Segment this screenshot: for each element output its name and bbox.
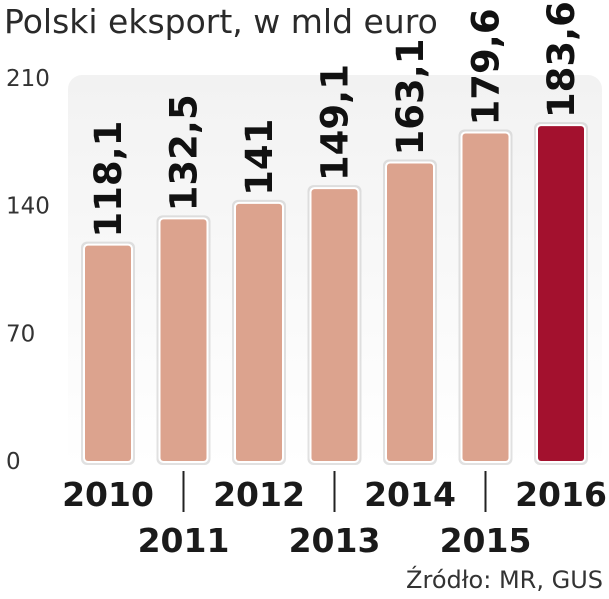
bar-2012	[236, 203, 282, 462]
bar-2011	[160, 219, 207, 461]
bar-2013	[311, 189, 358, 461]
x-tick-label: 2010	[62, 475, 154, 514]
bar-2015	[462, 133, 509, 462]
y-tick-label: 140	[6, 194, 50, 220]
data-label: 183,6	[540, 1, 583, 118]
data-label: 141	[238, 119, 281, 196]
y-axis: 0 70 140 210	[6, 66, 50, 475]
data-label: 132,5	[163, 94, 206, 211]
y-tick-label: 210	[6, 66, 50, 92]
data-label: 163,1	[389, 38, 432, 155]
x-tick-label: 2015	[440, 521, 532, 560]
source-note: Źródło: MR, GUS	[406, 565, 603, 594]
y-tick-label: 70	[6, 321, 35, 347]
x-tick-label: 2013	[289, 521, 381, 560]
chart-title: Polski eksport, w mld euro	[4, 2, 438, 41]
x-tick-label: 2011	[138, 521, 230, 560]
x-tick-label: 2012	[213, 475, 305, 514]
y-tick-label: 0	[6, 449, 21, 475]
x-tick-label: 2014	[364, 475, 456, 514]
bars	[81, 122, 588, 466]
data-label: 118,1	[87, 121, 130, 238]
x-axis: 2010 2011 2012 2013 2014 2015 2016	[62, 471, 607, 560]
bar-2016	[538, 126, 584, 462]
data-label: 149,1	[314, 64, 357, 181]
bar-2010	[85, 245, 131, 461]
data-label: 179,6	[465, 8, 508, 125]
bar-2014	[387, 163, 433, 461]
x-tick-label: 2016	[515, 475, 607, 514]
data-labels: 118,1 132,5 141 149,1 163,1 179,6 183,6	[87, 1, 583, 238]
